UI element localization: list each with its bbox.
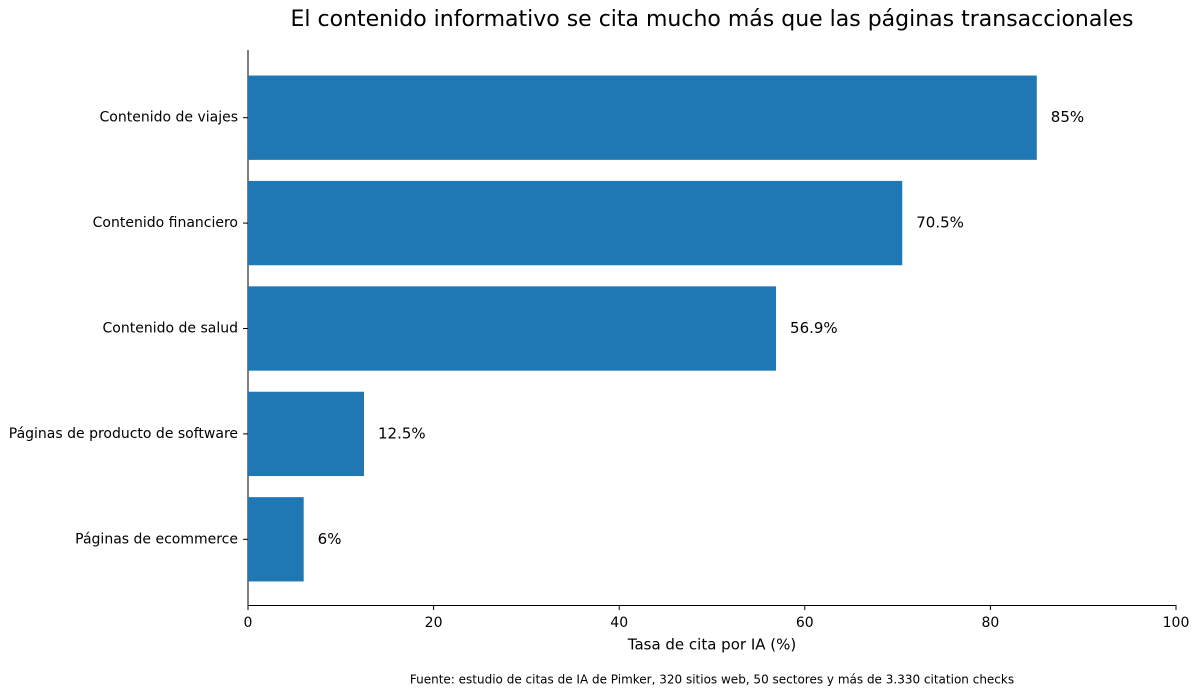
value-label: 56.9% bbox=[790, 319, 838, 337]
bar bbox=[248, 391, 364, 477]
chart-title: El contenido informativo se cita mucho m… bbox=[291, 7, 1134, 32]
x-tick-label: 60 bbox=[796, 615, 814, 631]
bar bbox=[248, 286, 777, 371]
y-tick-label: Páginas de producto de software bbox=[9, 426, 238, 442]
y-tick-label: Páginas de ecommerce bbox=[75, 531, 238, 547]
value-label: 70.5% bbox=[916, 214, 964, 232]
value-label: 85% bbox=[1051, 108, 1084, 126]
x-tick-label: 0 bbox=[244, 615, 253, 631]
y-tick-label: Contenido financiero bbox=[93, 215, 238, 231]
bar bbox=[248, 75, 1037, 160]
source-note: Fuente: estudio de citas de IA de Pimker… bbox=[410, 673, 1014, 687]
x-axis-label: Tasa de cita por IA (%) bbox=[627, 636, 796, 654]
value-label: 12.5% bbox=[378, 424, 426, 442]
y-tick-label: Contenido de salud bbox=[103, 321, 238, 337]
bar bbox=[248, 497, 304, 582]
bar bbox=[248, 180, 903, 266]
value-label: 6% bbox=[318, 530, 342, 548]
x-tick-label: 100 bbox=[1163, 615, 1190, 631]
x-tick-label: 40 bbox=[610, 615, 628, 631]
x-tick-label: 80 bbox=[981, 615, 999, 631]
x-tick-label: 20 bbox=[425, 615, 443, 631]
y-tick-label: Contenido de viajes bbox=[100, 110, 238, 126]
